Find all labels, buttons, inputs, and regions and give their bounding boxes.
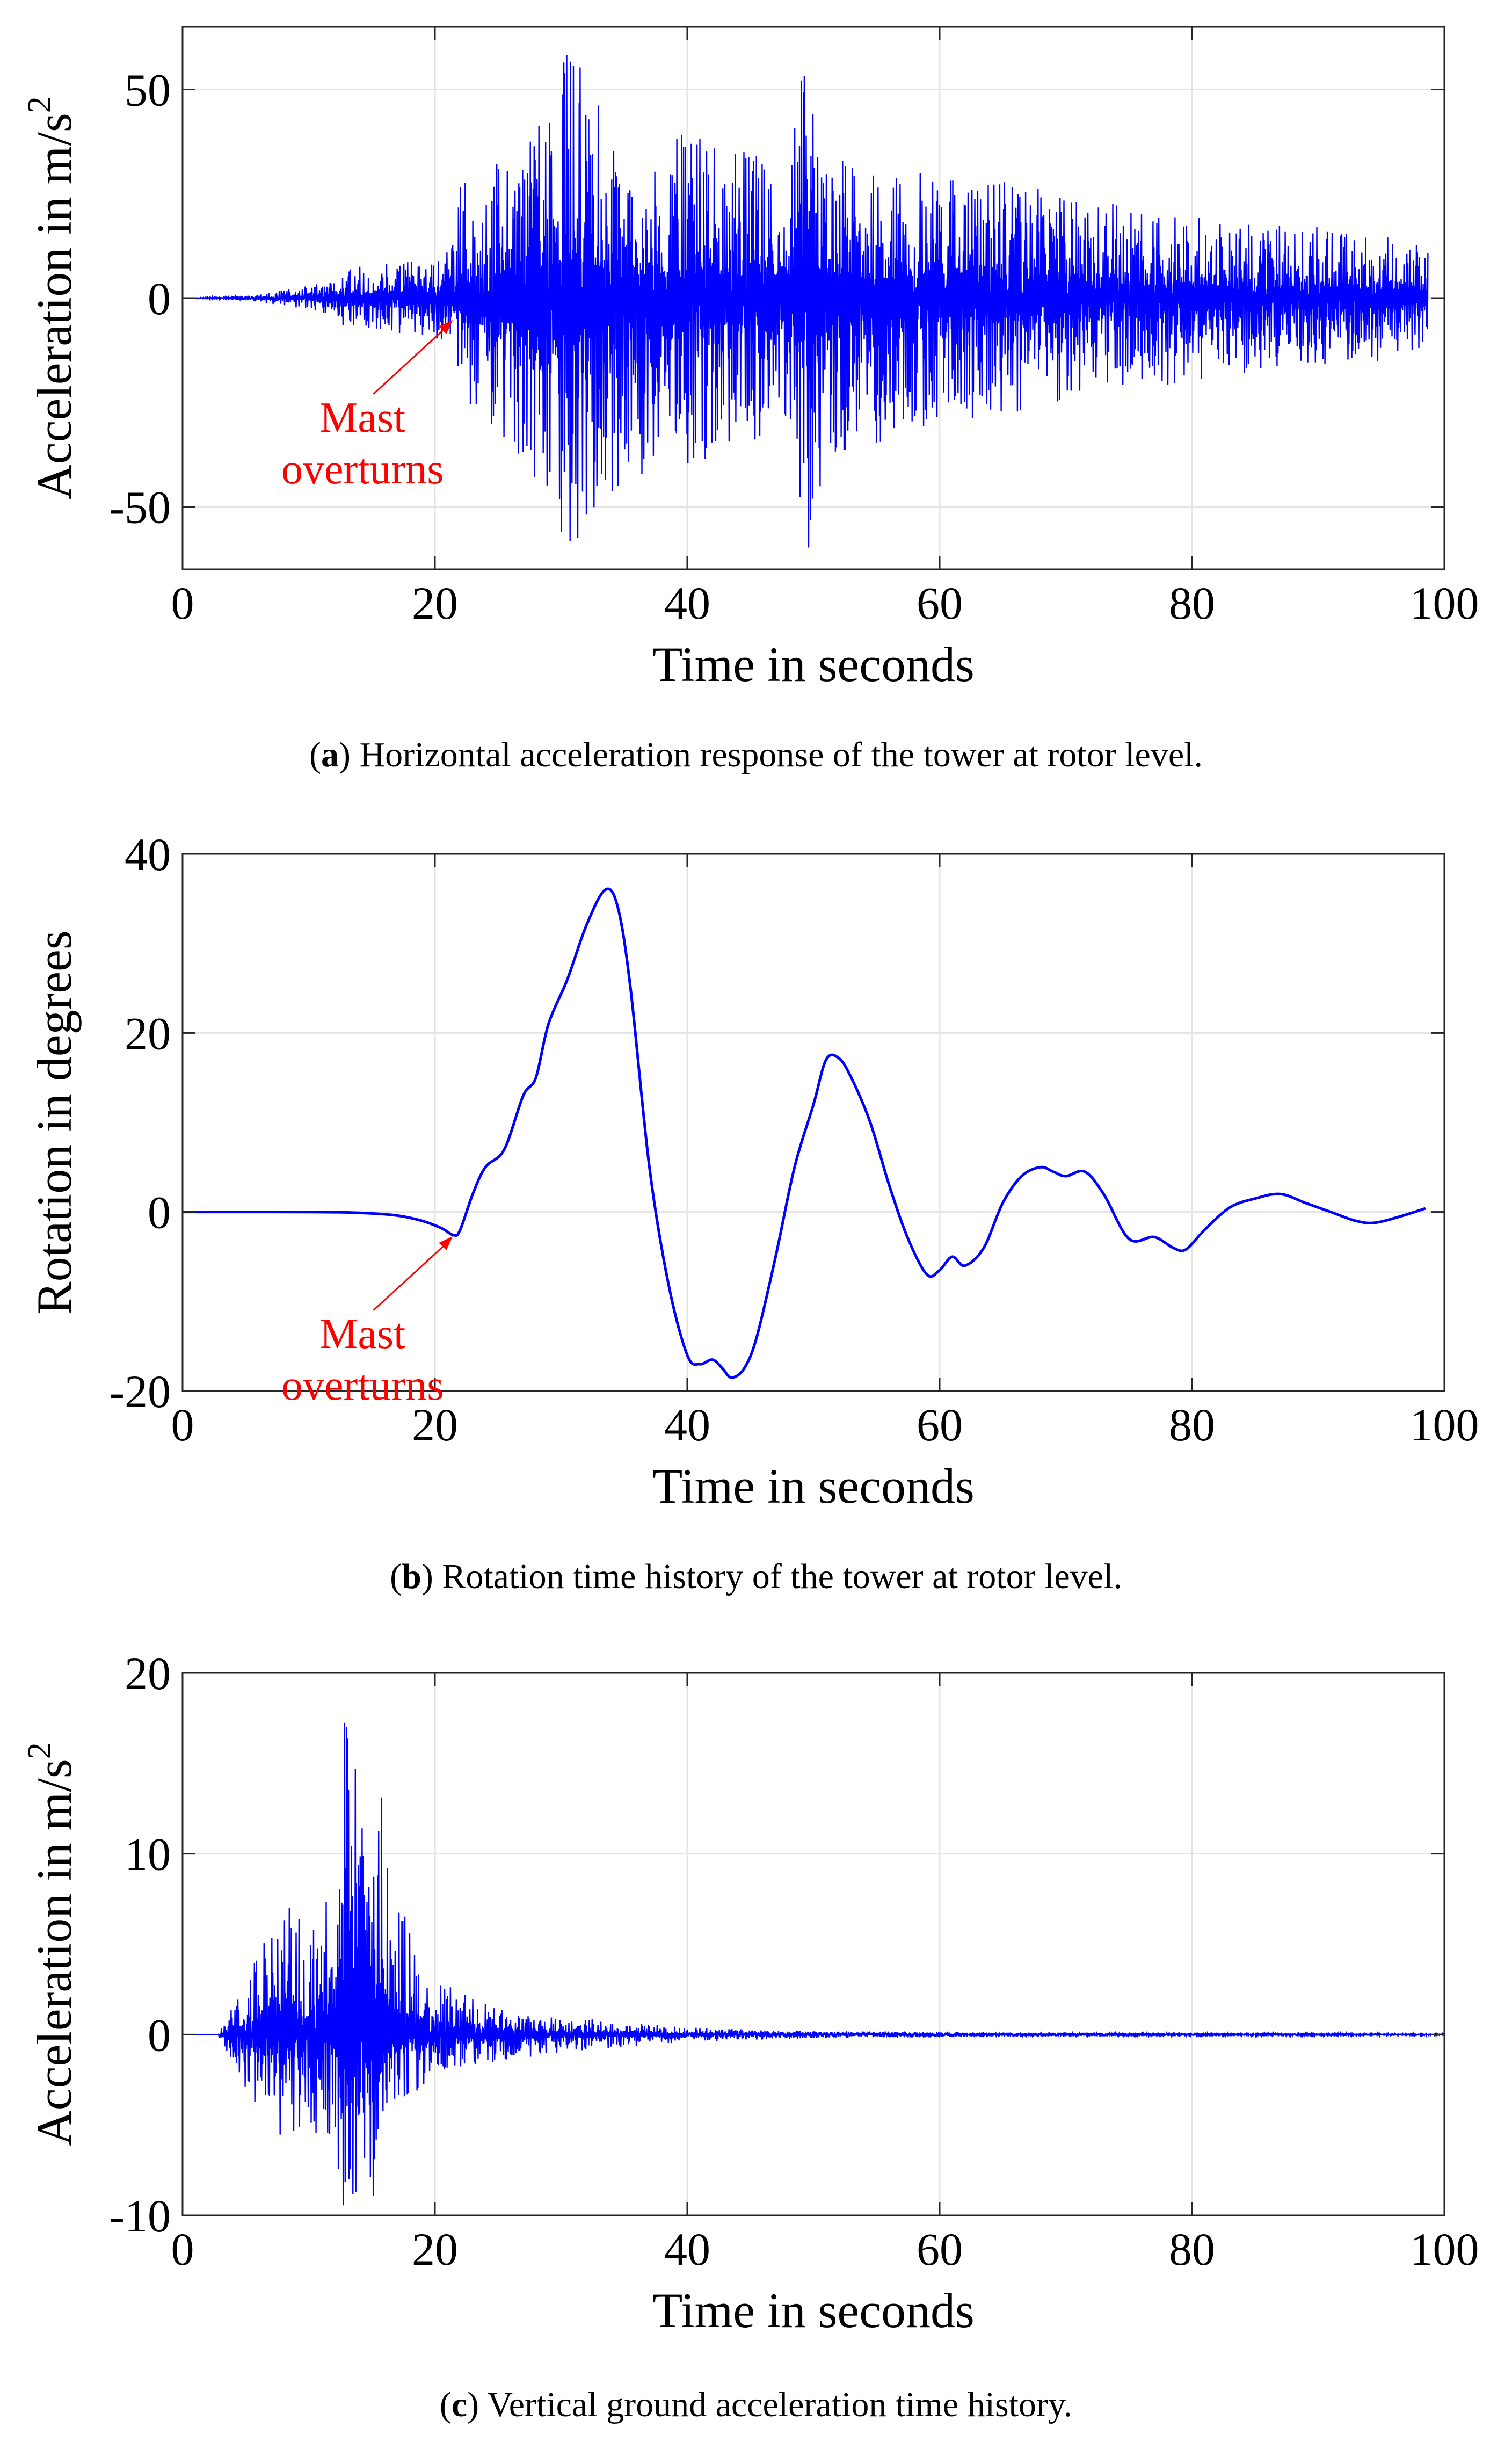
annotation-arrow — [373, 322, 452, 395]
y-tick-label: -20 — [109, 1366, 171, 1417]
x-tick-label: 60 — [917, 577, 963, 629]
caption-b-label: b — [402, 1557, 421, 1596]
axes-box — [181, 1672, 1445, 2216]
x-tick-label: 60 — [917, 2223, 963, 2275]
y-axis-label: Rotation in degrees — [27, 930, 82, 1314]
caption-b: (b) Rotation time history of the tower a… — [390, 1557, 1122, 1596]
x-tick-label: 40 — [664, 1399, 710, 1451]
y-tick-label: 10 — [125, 1829, 171, 1880]
annotation-arrowhead — [439, 320, 453, 334]
y-tick-label: -10 — [109, 2190, 171, 2242]
annotation-arrow — [373, 1238, 452, 1312]
annotation-label: Mast overturns — [281, 1310, 444, 1409]
x-tick-label: 0 — [171, 577, 194, 629]
series-line — [183, 887, 1426, 1379]
x-tick-label: 80 — [1169, 1399, 1215, 1451]
y-tick-label: 0 — [148, 273, 171, 324]
axes-box — [181, 853, 1445, 1392]
x-tick-label: 100 — [1410, 1399, 1479, 1451]
x-tick-label: 20 — [412, 577, 458, 629]
annotation-label: Mast overturns — [281, 394, 444, 493]
annotation-line: Mast — [319, 394, 405, 441]
y-axis-label-text: Acceleration in m/s — [27, 113, 82, 499]
series-group — [183, 1722, 1444, 2206]
y-axis-label-text: Acceleration in m/s — [27, 1759, 82, 2146]
series-line — [183, 1722, 1444, 2206]
y-axis-label: Acceleration in m/s2 — [21, 1742, 82, 2146]
y-tick-label: -50 — [109, 481, 171, 533]
x-tick-label: 20 — [412, 1399, 458, 1451]
x-tick-label: 20 — [412, 2223, 458, 2275]
x-tick-label: 0 — [171, 1399, 194, 1451]
y-tick-label: 20 — [125, 1008, 171, 1059]
x-tick-label: 100 — [1410, 2223, 1479, 2275]
y-axis-label: Acceleration in m/s2 — [21, 96, 82, 499]
caption-c-text: Vertical ground acceleration time histor… — [487, 2385, 1073, 2424]
x-tick-label: 100 — [1410, 577, 1479, 629]
caption-b-text: Rotation time history of the tower at ro… — [442, 1557, 1122, 1596]
y-axis-label-superscript: 2 — [21, 1742, 58, 1759]
caption-a: (a) Horizontal acceleration response of … — [309, 735, 1203, 774]
x-tick-label: 40 — [664, 2223, 710, 2275]
x-tick-label: 80 — [1169, 577, 1215, 629]
x-axis-label: Time in seconds — [652, 2283, 975, 2338]
annotation-line: overturns — [281, 446, 444, 493]
caption-c-label: c — [451, 2385, 468, 2424]
y-axis-label-superscript: 2 — [21, 96, 58, 113]
y-tick-label: 0 — [148, 1187, 171, 1238]
series-line — [183, 55, 1429, 548]
annotation-line: Mast — [319, 1310, 405, 1358]
x-axis-label: Time in seconds — [652, 637, 975, 692]
caption-c: (c) Vertical ground acceleration time hi… — [439, 2385, 1073, 2424]
y-tick-label: 50 — [125, 64, 171, 116]
x-tick-label: 60 — [917, 1399, 963, 1451]
annotation-arrowhead — [439, 1236, 453, 1250]
annotation-line: overturns — [281, 1362, 444, 1409]
series-group — [183, 55, 1429, 548]
x-tick-label: 40 — [664, 577, 710, 629]
x-tick-label: 0 — [171, 2223, 194, 2275]
caption-a-text: Horizontal acceleration response of the … — [359, 735, 1203, 774]
caption-a-label: a — [321, 735, 339, 774]
y-tick-label: 20 — [125, 1648, 171, 1699]
series-group — [183, 887, 1426, 1379]
y-axis-label-text: Rotation in degrees — [27, 930, 82, 1314]
y-tick-label: 0 — [148, 2009, 171, 2061]
x-tick-label: 80 — [1169, 2223, 1215, 2275]
x-axis-label: Time in seconds — [652, 1459, 975, 1513]
y-tick-label: 40 — [125, 829, 171, 880]
